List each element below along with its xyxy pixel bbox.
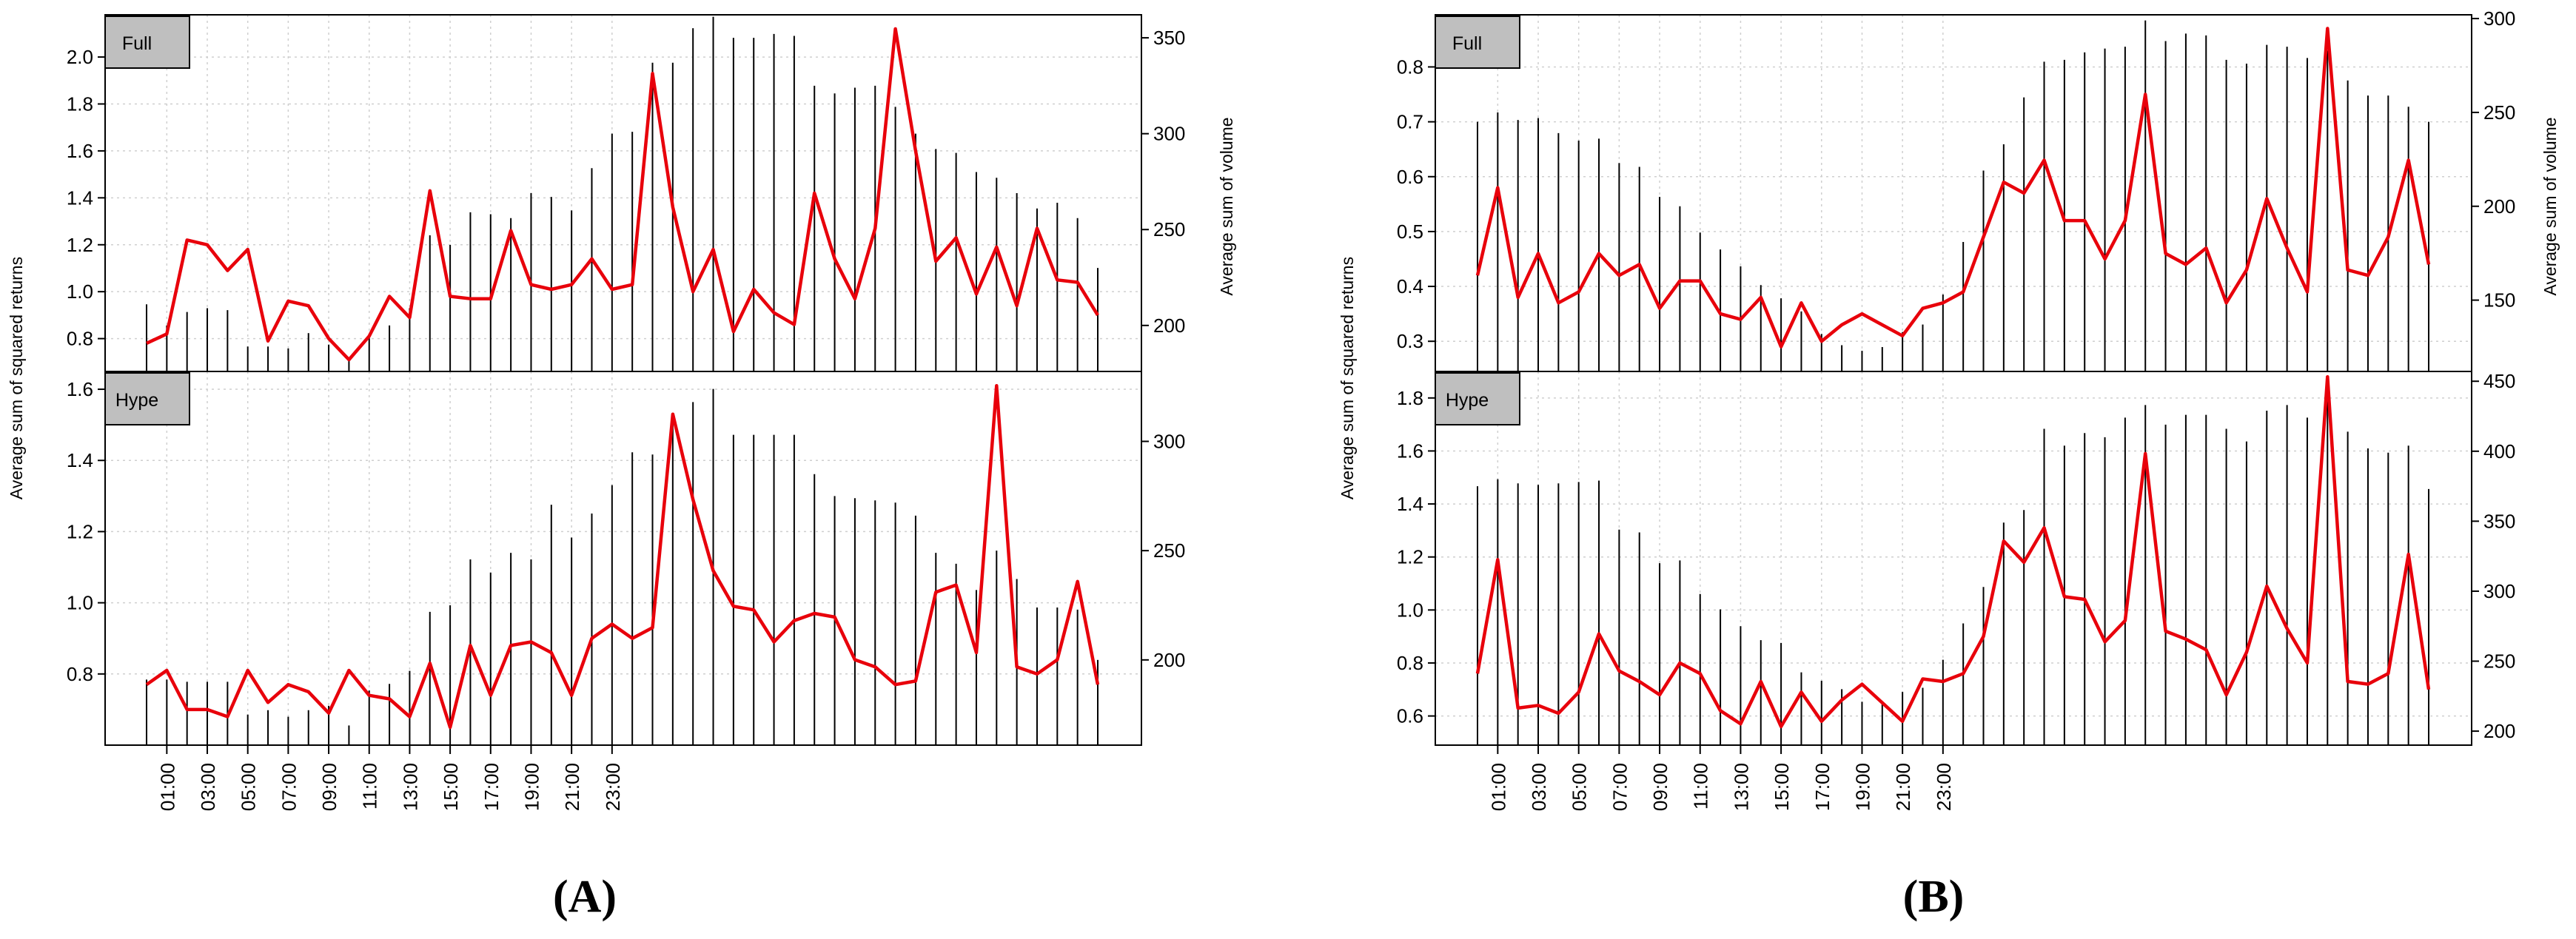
x-tick-label: 21:00 [1892, 763, 1914, 811]
chart-a: 0.81.01.21.41.61.82.0200250300350Full0.8… [7, 14, 1236, 922]
right-tick-label: 250 [1153, 539, 1185, 562]
right-tick-label: 200 [2483, 195, 2515, 218]
x-tick-label: 09:00 [1649, 763, 1671, 811]
panel-frame [1435, 371, 2472, 746]
left-tick-label: 2.0 [67, 46, 93, 68]
right-tick-label: 350 [1153, 27, 1185, 49]
left-tick-label: 0.8 [1397, 55, 1423, 78]
panel-full: 0.3 0.4 0.5 0.6 0.7 0.8 150 200 250 300 Full [1397, 7, 2515, 372]
x-tick-label: 01:00 [1487, 763, 1509, 811]
left-tick-label: 1.0 [1397, 599, 1423, 621]
x-tick-label: 23:00 [602, 763, 624, 811]
x-tick-label: 11:00 [359, 763, 381, 810]
x-tick-label: 05:00 [1569, 763, 1591, 811]
left-tick-label: 0.6 [1397, 166, 1423, 188]
right-tick-label: 300 [1153, 123, 1185, 145]
subfigure-label: (A) [553, 872, 617, 922]
returns-line [1475, 27, 2431, 349]
right-tick-label: 250 [2483, 650, 2515, 673]
left-tick-label: 1.2 [67, 234, 93, 256]
left-tick-label: 1.0 [67, 280, 93, 303]
right-tick-label: 300 [1153, 431, 1185, 453]
x-tick-label: 09:00 [318, 763, 341, 811]
right-tick-label: 200 [1153, 314, 1185, 337]
x-tick-label: 15:00 [1771, 763, 1793, 811]
x-tick-label: 19:00 [1851, 763, 1874, 811]
right-tick-label: 300 [2483, 580, 2515, 602]
chart-b: 0.3 0.4 0.5 0.6 0.7 0.8 150 200 250 300 Full 0.6 0.8… [1338, 7, 2560, 922]
panel-hype: 0.6 0.8 1.0 1.2 1.4 1.6 1.8 200 250 300 350 400 450 H… [1397, 370, 2515, 746]
x-tick-label: 01:00 [156, 763, 178, 811]
left-tick-label: 0.7 [1397, 111, 1423, 133]
left-tick-label: 0.4 [1397, 275, 1423, 297]
x-tick-label: 21:00 [561, 763, 583, 811]
left-axis-title: Average sum of squared returns [1338, 257, 1357, 499]
left-tick-label: 0.5 [1397, 221, 1423, 243]
right-tick-label: 450 [2483, 370, 2515, 392]
left-tick-label: 1.6 [67, 140, 93, 162]
panel-hype: 0.8 1.0 1.2 1.4 1.6 200 250 300 Hype [67, 371, 1185, 746]
left-tick-label: 1.4 [67, 449, 93, 471]
strip-box [1435, 16, 1520, 69]
x-tick-label: 07:00 [278, 763, 300, 811]
right-tick-label: 400 [2483, 440, 2515, 462]
left-tick-label: 0.8 [67, 328, 93, 350]
x-tick-label: 13:00 [399, 763, 421, 811]
x-tick-label: 19:00 [520, 763, 543, 811]
strip-label: Hype [1446, 390, 1489, 411]
x-tick-label: 05:00 [238, 763, 260, 811]
left-tick-label: 1.2 [1397, 546, 1423, 568]
left-tick-label: 1.4 [67, 186, 93, 209]
left-tick-label: 0.8 [1397, 652, 1423, 674]
right-tick-label: 150 [2483, 289, 2515, 312]
strip-box [104, 372, 190, 425]
panel-frame [104, 371, 1142, 746]
right-tick-label: 200 [1153, 649, 1185, 671]
x-tick-label: 17:00 [480, 763, 503, 811]
x-tick-label: 13:00 [1730, 763, 1752, 811]
strip-label: Hype [115, 390, 158, 411]
returns-line [145, 383, 1100, 730]
panel-full: 0.8 1.0 1.2 1.4 1.6 1.8 2.0 200 250 300 350 Full [67, 14, 1185, 372]
left-axis-title: Average sum of squared returns [7, 257, 26, 499]
x-tick-label: 03:00 [1528, 763, 1550, 811]
x-tick-label: 07:00 [1609, 763, 1631, 811]
left-tick-label: 0.8 [67, 663, 93, 685]
x-tick-label: 15:00 [440, 763, 462, 811]
left-tick-label: 0.3 [1397, 330, 1423, 352]
strip-box [104, 16, 190, 69]
left-tick-label: 1.0 [67, 592, 93, 614]
returns-line [1475, 374, 2431, 729]
left-tick-label: 1.8 [1397, 387, 1423, 409]
left-tick-label: 1.8 [67, 93, 93, 115]
left-tick-label: 0.6 [1397, 705, 1423, 727]
right-tick-label: 250 [2483, 101, 2515, 124]
left-tick-label: 1.4 [1397, 493, 1423, 515]
left-tick-label: 1.6 [67, 378, 93, 400]
right-tick-label: 350 [2483, 510, 2515, 532]
right-tick-label: 200 [2483, 720, 2515, 742]
right-axis-title: Average sum of volume [1217, 117, 1236, 295]
returns-line [146, 27, 1099, 362]
left-tick-label: 1.2 [67, 520, 93, 542]
strip-label: Full [1452, 33, 1482, 54]
right-tick-label: 300 [2483, 7, 2515, 30]
right-tick-label: 250 [1153, 218, 1185, 240]
x-tick-label: 17:00 [1811, 763, 1834, 811]
x-tick-label: 11:00 [1690, 763, 1712, 810]
panel-frame [104, 14, 1142, 372]
strip-box [1435, 372, 1520, 425]
left-tick-label: 1.6 [1397, 440, 1423, 462]
x-tick-label: 03:00 [197, 763, 219, 811]
subfigure-label: (B) [1903, 872, 1965, 922]
x-tick-label: 23:00 [1933, 763, 1955, 811]
right-axis-title: Average sum of volume [2540, 117, 2560, 295]
strip-label: Full [122, 33, 152, 54]
